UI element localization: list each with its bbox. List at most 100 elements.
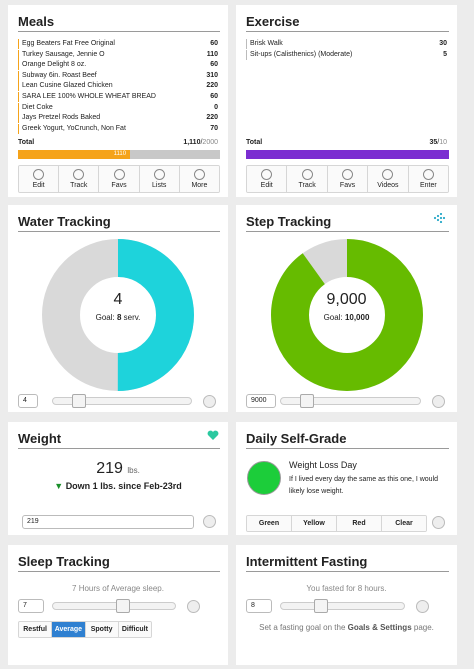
title-rule [246, 571, 449, 572]
total-number: 35 [429, 139, 438, 146]
donut-goal: Goal: 8 serv. [8, 313, 228, 322]
button[interactable]: Edit [19, 166, 60, 192]
button-label: Yellow [303, 520, 325, 527]
item-value: 60 [210, 40, 218, 47]
slider-track[interactable] [52, 397, 192, 405]
button[interactable]: Green [247, 516, 292, 531]
donut-chart [270, 239, 423, 391]
title-rule [246, 448, 449, 449]
button[interactable]: Difficult [118, 622, 151, 637]
save-button[interactable] [416, 600, 429, 613]
title-rule [18, 31, 220, 32]
button[interactable]: Restful [19, 622, 53, 637]
log-item: SARA LEE 100% WHOLE WHEAT BREAD 60 [18, 92, 218, 102]
progress-bar: 35 [246, 150, 449, 159]
weight-unit: lbs. [127, 466, 140, 475]
button[interactable]: Track [287, 166, 328, 192]
slider-track[interactable] [280, 397, 421, 405]
button[interactable]: Yellow [292, 516, 337, 531]
button-row: Edit Track Favs Lists More [18, 165, 220, 193]
button[interactable]: More [179, 166, 219, 192]
sleep-panel: Sleep Tracking 7 Hours of Average sleep. 7… [8, 545, 228, 665]
save-button[interactable] [432, 395, 445, 408]
button-icon [342, 169, 354, 180]
button-label: Restful [23, 626, 47, 633]
button[interactable]: Favs [99, 166, 140, 192]
slider-thumb[interactable] [300, 394, 314, 408]
title-rule [18, 571, 220, 572]
slider-thumb[interactable] [116, 599, 130, 613]
weight-input[interactable]: 219 [22, 515, 194, 529]
fitbit-icon [433, 213, 446, 223]
donut-chart [42, 239, 194, 391]
button-icon [422, 169, 434, 180]
slider-track[interactable] [280, 602, 405, 610]
total-number: 1,110 [183, 139, 201, 146]
save-button[interactable] [187, 600, 200, 613]
item-name: Diet Coke [22, 103, 53, 111]
sleep-summary: 7 Hours of Average sleep. [72, 584, 164, 593]
water-panel: Water Tracking 4 Goal: 8 serv. 4 [8, 205, 228, 412]
log-item: Diet Coke 0 [18, 102, 218, 113]
donut-arc [270, 239, 423, 391]
icon-dot [436, 214, 440, 218]
button-row: Edit Track Favs Videos Enter [246, 165, 449, 193]
button[interactable]: Favs [327, 166, 369, 192]
settings-link[interactable]: Goals & Settings [347, 623, 412, 632]
button-icon [73, 169, 85, 180]
button[interactable]: Enter [408, 166, 448, 192]
item-value: 70 [210, 124, 218, 132]
button-label: Videos [377, 182, 399, 189]
down-arrow: ▼ [54, 481, 66, 491]
icon-dot [439, 213, 443, 216]
item-name: Sit-ups (Calisthenics) (Moderate) [250, 50, 353, 58]
slider-track[interactable] [52, 602, 176, 610]
title-rule [246, 231, 449, 232]
grade-name: Weight Loss Day [289, 460, 357, 470]
icon-dot [439, 216, 443, 220]
button[interactable]: Edit [247, 166, 288, 192]
button-label: Track [70, 182, 88, 189]
panel-title: Sleep Tracking [18, 554, 110, 569]
hours-input[interactable]: 7 [18, 599, 44, 613]
log-item: Brisk Walk 30 [246, 39, 447, 49]
button[interactable]: Red [337, 516, 382, 531]
value-input[interactable]: 4 [18, 394, 38, 408]
item-value: 60 [210, 93, 218, 100]
button[interactable]: Spotty [85, 622, 119, 637]
button-label: Edit [260, 182, 273, 189]
icon-dot [442, 216, 446, 220]
fasting-summary: You fasted for 8 hours. [306, 584, 387, 593]
button[interactable]: Track [59, 166, 100, 192]
total-label: Total [18, 139, 35, 146]
panel-title: Weight [18, 431, 62, 446]
save-button[interactable] [203, 395, 216, 408]
log-item: Orange Delight 8 oz. 60 [18, 60, 218, 71]
button[interactable]: Average [52, 622, 86, 637]
log-item: Jays Pretzel Rods Baked 220 [18, 113, 218, 124]
donut-goal: Goal: 10,000 [236, 313, 457, 322]
item-name: Orange Delight 8 oz. [22, 61, 87, 69]
total-value: 1,110/2000 [183, 139, 218, 146]
button[interactable]: Clear [382, 516, 426, 531]
save-button[interactable] [432, 516, 445, 529]
item-value: 110 [206, 50, 218, 58]
button-label: Edit [32, 182, 45, 189]
slider-thumb[interactable] [72, 394, 86, 408]
slash: / [200, 139, 203, 146]
item-value: 220 [206, 114, 218, 122]
item-name: Jays Pretzel Rods Baked [22, 114, 101, 122]
button[interactable]: Videos [368, 166, 409, 192]
total-value: 35/10 [429, 139, 447, 146]
button[interactable]: Lists [139, 166, 180, 192]
button-icon [153, 169, 165, 180]
save-button[interactable] [203, 515, 216, 528]
hours-input[interactable]: 8 [246, 599, 272, 613]
value-input[interactable]: 9000 [246, 394, 276, 408]
button-icon [193, 169, 205, 180]
item-value: 5 [443, 50, 447, 58]
button-icon [33, 169, 45, 180]
weight-panel: Weight 219 lbs. ▼ Down 1 lbs. since Feb-23… [8, 422, 228, 535]
goal-value: 10,000 [344, 313, 370, 322]
slider-thumb[interactable] [314, 599, 328, 613]
